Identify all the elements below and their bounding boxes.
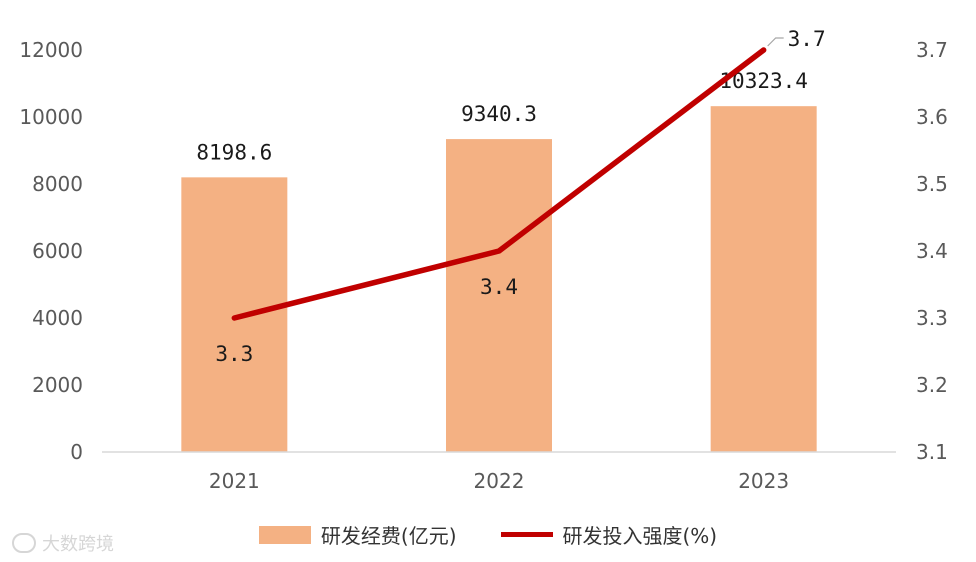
legend: 研发经费(亿元) 研发投入强度(%) [0, 520, 976, 549]
bar [710, 106, 817, 452]
legend-label-bar: 研发经费(亿元) [320, 524, 457, 548]
x-tick-label: 2021 [209, 469, 260, 493]
line-point [497, 249, 501, 253]
line-point [761, 48, 766, 52]
y-left-tick-label: 8000 [32, 172, 83, 196]
bar-data-label: 9340.3 [461, 102, 537, 126]
y-left-tick-label: 0 [70, 440, 83, 464]
x-tick-label: 2023 [738, 469, 789, 493]
legend-swatch-bar [258, 525, 311, 544]
legend-item-line: 研发投入强度(%) [500, 520, 718, 549]
line-data-label: 3.7 [788, 27, 826, 51]
watermark: 大数跨境 [12, 530, 114, 556]
legend-item-bar: 研发经费(亿元) [258, 520, 457, 549]
y-left-tick-label: 6000 [32, 239, 83, 263]
legend-swatch-line [500, 532, 553, 537]
y-right-tick-label: 3.3 [916, 306, 948, 330]
legend-label-line: 研发投入强度(%) [562, 524, 718, 548]
line-data-label: 3.4 [480, 275, 518, 299]
line-data-label: 3.3 [215, 342, 253, 366]
y-right-tick-label: 3.5 [916, 172, 948, 196]
line-label-leader [767, 37, 784, 47]
y-right-tick-label: 3.6 [916, 105, 948, 129]
y-left-tick-label: 2000 [32, 373, 83, 397]
x-tick-label: 2022 [474, 469, 525, 493]
watermark-logo-icon [12, 533, 36, 553]
y-left-tick-label: 12000 [19, 38, 83, 62]
y-right-tick-label: 3.7 [916, 38, 948, 62]
y-right-tick-label: 3.4 [916, 239, 948, 263]
y-right-tick-label: 3.2 [916, 373, 948, 397]
watermark-text: 大数跨境 [42, 534, 114, 555]
y-left-tick-label: 10000 [19, 105, 83, 129]
y-left-tick-label: 4000 [32, 306, 83, 330]
bar [446, 139, 552, 452]
y-right-tick-label: 3.1 [916, 440, 948, 464]
bar [181, 177, 288, 452]
line-point [232, 316, 237, 320]
combo-chart: 0 2000 4000 6000 8000 10000 12000 3.1 3.2 3.3 3.4 3… [19, 27, 948, 493]
bar-data-label: 8198.6 [196, 140, 272, 164]
